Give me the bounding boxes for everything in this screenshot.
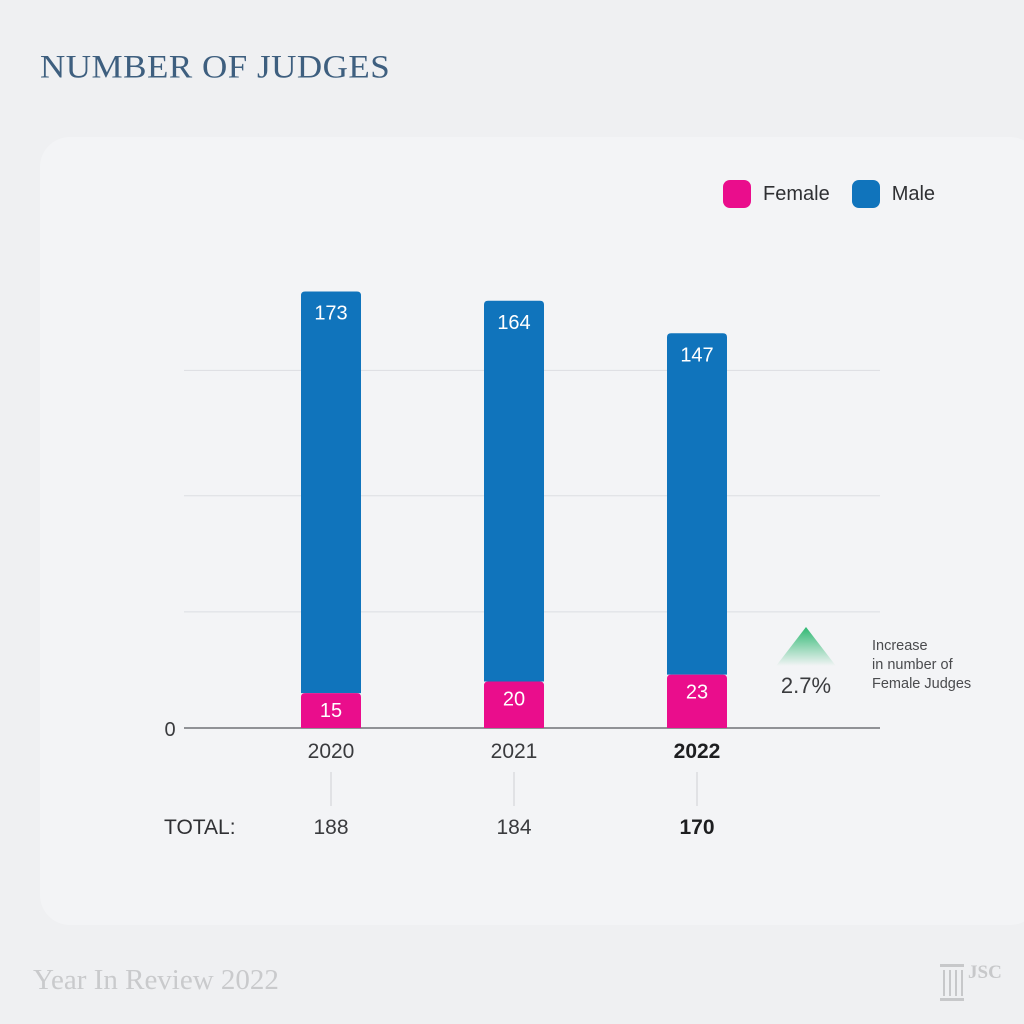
legend-label-male: Male [891,182,936,205]
annotation-text-line: in number of [872,657,954,673]
x-tick-label-2022: 2022 [674,740,721,763]
logo-text: JSC [968,962,1002,983]
courthouse-icon [940,964,964,1001]
up-triangle-icon [776,627,836,666]
data-label-female-2022: 23 [686,682,708,704]
data-label-female-2021: 20 [503,689,525,711]
jsc-logo: JSC [938,962,1008,1006]
x-tick-label-2020: 2020 [308,740,355,763]
bar-female-2020 [301,693,361,728]
data-label-male-2022: 147 [680,344,713,366]
total-value-2021: 184 [496,816,531,839]
bar-female-2022 [667,674,727,728]
legend-swatch-male [851,180,880,208]
total-value-2020: 188 [313,816,348,839]
legend-item-female: Female [723,180,830,208]
annotation-text-line: Female Judges [872,676,971,692]
x-tick-label-2021: 2021 [491,740,538,763]
legend-swatch-female [723,180,751,208]
chart-legend: Female Male [723,180,957,208]
bar-male-2020 [301,291,361,694]
annotation-value: 2.7% [781,673,831,698]
y-tick-label-zero: 0 [164,719,175,741]
data-label-female-2020: 15 [320,700,342,722]
bar-female-2021 [484,681,544,728]
legend-item-male: Male [851,180,936,208]
data-label-male-2021: 164 [497,312,530,334]
annotation-text-line: Increase [872,638,928,654]
data-label-male-2020: 173 [314,302,347,324]
legend-label-female: Female [763,182,830,205]
page-title: NUMBER OF JUDGES [40,48,391,86]
totals-label: TOTAL: [164,816,236,839]
bar-male-2021 [484,300,544,682]
bar-male-2022 [667,333,727,675]
total-value-2022: 170 [679,816,714,839]
footer-title: Year In Review 2022 [33,964,279,996]
